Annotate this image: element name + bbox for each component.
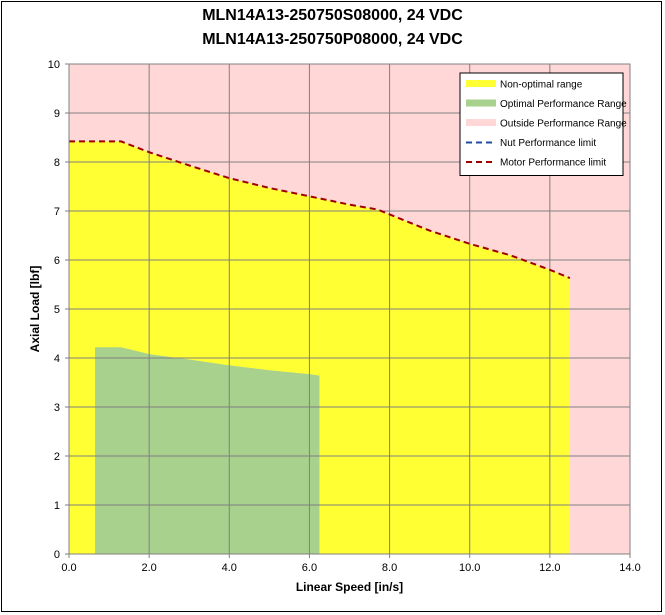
chart-title-line-1: MLN14A13-250750S08000, 24 VDC [202, 7, 463, 24]
y-tick-label: 4 [54, 353, 60, 365]
x-tick-label: 2.0 [141, 562, 156, 574]
legend: Non-optimal range Optimal Performance Ran… [459, 72, 627, 176]
line-motor-performance-limit [69, 140, 571, 280]
x-tick-label: 14.0 [619, 562, 640, 574]
y-tick-label: 0 [54, 549, 60, 561]
y-tick-label: 9 [54, 108, 60, 120]
legend-swatch-optimal-performance-range [466, 99, 496, 107]
y-tick-label: 1 [54, 500, 60, 512]
x-axis-label: Linear Speed [in/s] [296, 580, 403, 594]
y-tick-label: 2 [54, 451, 60, 463]
y-tick-label: 8 [54, 157, 60, 169]
x-tick-label: 4.0 [222, 562, 237, 574]
y-axis-label: Axial Load [lbf] [28, 266, 42, 353]
x-tick-label: 8.0 [382, 562, 397, 574]
y-tick-label: 10 [48, 59, 60, 71]
legend-entry-nut-performance-limit: Nut Performance limit [500, 138, 596, 149]
legend-entry-optimal-performance-range: Optimal Performance Range [500, 99, 627, 110]
legend-swatch-non-optimal-range [466, 80, 496, 87]
x-tick-label: 12.0 [539, 562, 560, 574]
y-tick-label: 3 [54, 402, 60, 414]
y-tick-label: 5 [54, 304, 60, 316]
y-tick-label: 7 [54, 206, 60, 218]
legend-entry-outside-performance-range: Outside Performance Range [500, 119, 627, 130]
x-tick-label: 0.0 [61, 562, 76, 574]
legend-swatch-outside-performance-range [466, 119, 496, 126]
area-optimal-performance-range [95, 347, 320, 554]
legend-entry-motor-performance-limit: Motor Performance limit [500, 158, 606, 169]
x-tick-label: 6.0 [302, 562, 317, 574]
x-tick-label: 10.0 [459, 562, 480, 574]
y-tick-label: 6 [54, 255, 60, 267]
chart-title-line-2: MLN14A13-250750P08000, 24 VDC [202, 31, 463, 48]
legend-entry-non-optimal-range: Non-optimal range [500, 80, 583, 91]
